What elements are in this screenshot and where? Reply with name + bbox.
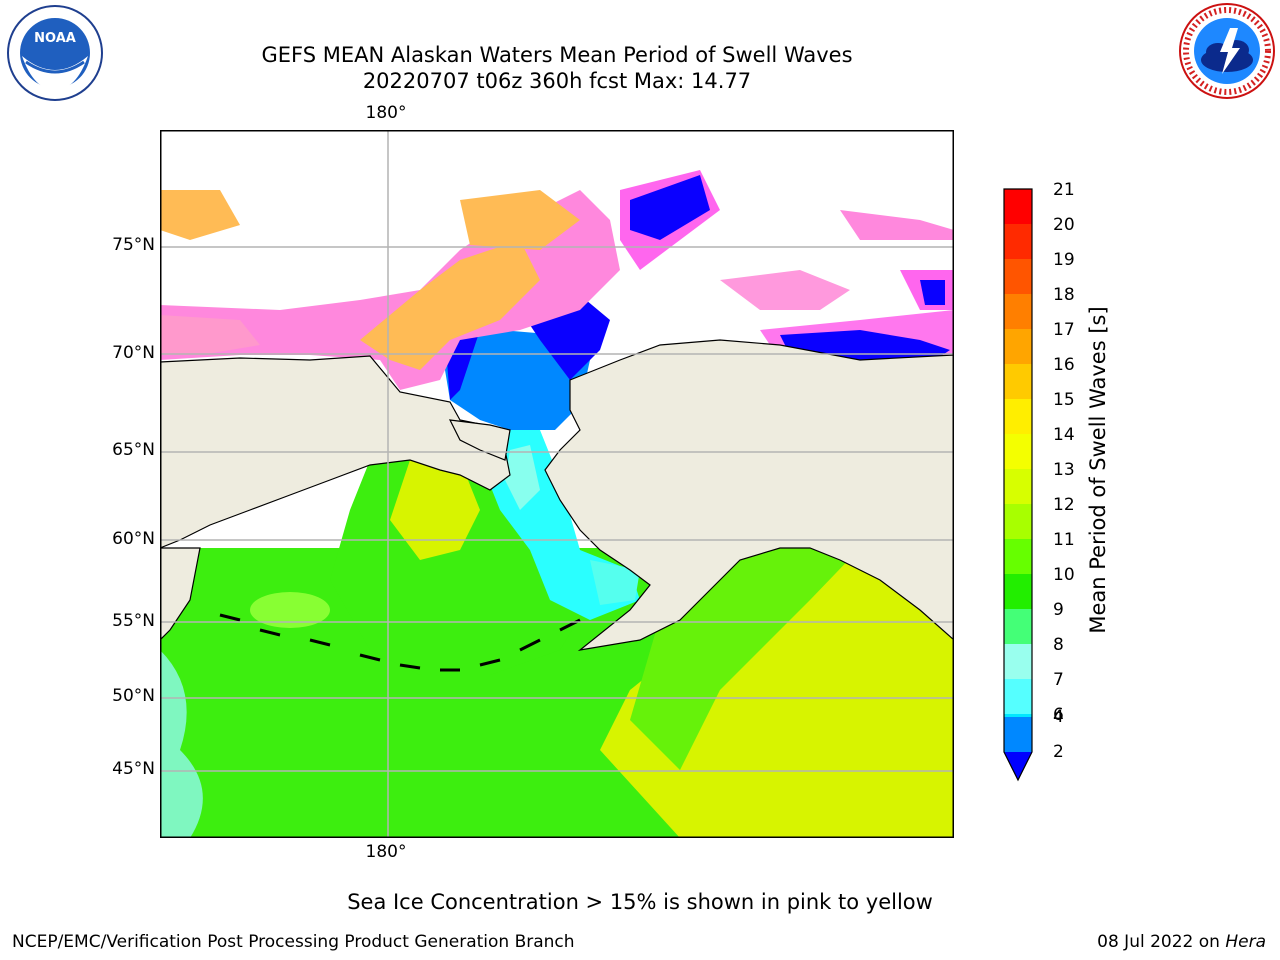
colorbar-tick-21: 21 — [1053, 180, 1075, 200]
colorbar-tick-4: 4 — [1053, 707, 1064, 727]
colorbar-tick-13: 13 — [1053, 460, 1075, 480]
land-alaska — [544, 339, 954, 651]
noaa-logo-text: NOAA — [34, 31, 76, 46]
colorbar-tick-11: 11 — [1053, 530, 1075, 550]
lat-label-65: 65°N — [112, 440, 155, 460]
ocean-cyan-sw — [160, 650, 203, 838]
footer-date-text: 08 Jul 2022 on — [1097, 932, 1220, 952]
map-area — [160, 130, 954, 838]
colorbar-tick-17: 17 — [1053, 320, 1075, 340]
footer-host: Hera — [1225, 932, 1266, 952]
graticule — [160, 130, 954, 838]
lat-label-75: 75°N — [112, 235, 155, 255]
footer-credit: NCEP/EMC/Verification Post Processing Pr… — [12, 932, 575, 952]
aleutian-islands — [219, 613, 581, 672]
ice-orange-north — [160, 190, 240, 240]
lat-label-60: 60°N — [112, 529, 155, 549]
lat-label-45: 45°N — [112, 759, 155, 779]
colorbar-tick-6: 6 — [1053, 705, 1064, 725]
colorbar-tick-12: 12 — [1053, 495, 1075, 515]
ice-blue-beaufort — [630, 175, 710, 240]
lat-label-55: 55°N — [112, 611, 155, 631]
colorbar-tick-16: 16 — [1053, 355, 1075, 375]
land-kamchatka — [160, 547, 201, 641]
lat-label-70: 70°N — [112, 343, 155, 363]
noaa-logo: NOAA — [7, 5, 103, 101]
colorbar-tick-15: 15 — [1053, 390, 1075, 410]
colorbar-tick-7: 7 — [1053, 670, 1064, 690]
nws-logo — [1179, 3, 1275, 99]
colorbar-tick-2: 2 — [1053, 742, 1064, 762]
colorbar-tick-14: 14 — [1053, 425, 1075, 445]
chart-title: GEFS MEAN Alaskan Waters Mean Period of … — [261, 43, 853, 67]
lat-label-50: 50°N — [112, 686, 155, 706]
colorbar-label: Mean Period of Swell Waves [s] — [1086, 306, 1110, 634]
chart-subtitle: 20220707 t06z 360h fcst Max: 14.77 — [362, 69, 752, 93]
colorbar-tick-8: 8 — [1053, 635, 1064, 655]
colorbar-tick-10: 10 — [1053, 565, 1075, 585]
colorbar-tick-19: 19 — [1053, 250, 1075, 270]
lon-label-top: 180° — [365, 103, 407, 123]
colorbar-tick-9: 9 — [1053, 600, 1064, 620]
colorbar-tick-20: 20 — [1053, 215, 1075, 235]
colorbar — [1003, 188, 1033, 782]
sea-ice-note: Sea Ice Concentration > 15% is shown in … — [347, 890, 933, 914]
footer-date: 08 Jul 2022 on Hera — [1097, 932, 1266, 952]
colorbar-tick-18: 18 — [1053, 285, 1075, 305]
lon-label-bottom: 180° — [365, 842, 407, 862]
